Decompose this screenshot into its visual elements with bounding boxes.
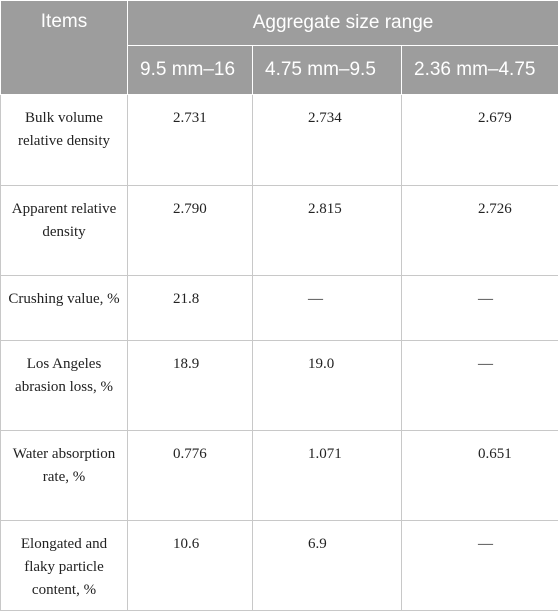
cell-value: — <box>252 275 402 341</box>
cell-value: 0.651 <box>400 430 558 521</box>
cell-value: 10.6 <box>127 520 253 611</box>
cell-value: — <box>400 520 558 611</box>
table-row: Water absorption rate, % 0.776 1.071 0.6… <box>0 430 558 521</box>
cell-value: 2.731 <box>127 94 253 186</box>
cell-value: 2.815 <box>252 185 402 276</box>
row-label: Apparent relative density <box>0 185 128 276</box>
table-row: Los Angeles abrasion loss, % 18.9 19.0 — <box>0 340 558 431</box>
row-label: Elongated and flaky particle content, % <box>0 520 128 611</box>
row-label: Los Angeles abrasion loss, % <box>0 340 128 431</box>
header-col-9-5-16: 9.5 mm–16 <box>127 45 253 95</box>
cell-value: 1.071 <box>252 430 402 521</box>
cell-value: — <box>400 275 558 341</box>
row-label: Bulk volume relative density <box>0 94 128 186</box>
header-aggregate-size-range: Aggregate size range <box>126 0 558 46</box>
row-label: Water absorption rate, % <box>0 430 128 521</box>
table-row: Crushing value, % 21.8 — — <box>0 275 558 341</box>
cell-value: 19.0 <box>252 340 402 431</box>
cell-value: 2.679 <box>400 94 558 186</box>
header-items: Items <box>0 0 128 95</box>
row-label: Crushing value, % <box>0 275 128 341</box>
cell-value: 21.8 <box>127 275 253 341</box>
cell-value: 2.726 <box>400 185 558 276</box>
cell-value: 0.776 <box>127 430 253 521</box>
cell-value: 6.9 <box>252 520 402 611</box>
header-col-4-75-9-5: 4.75 mm–9.5 <box>252 45 402 95</box>
table-row: Bulk volume relative density 2.731 2.734… <box>0 94 558 186</box>
cell-value: 2.790 <box>127 185 253 276</box>
cell-value: — <box>400 340 558 431</box>
header-col-2-36-4-75: 2.36 mm–4.75 <box>400 45 558 95</box>
table-row: Apparent relative density 2.790 2.815 2.… <box>0 185 558 276</box>
cell-value: 18.9 <box>127 340 253 431</box>
cell-value: 2.734 <box>252 94 402 186</box>
table-row: Elongated and flaky particle content, % … <box>0 520 558 611</box>
